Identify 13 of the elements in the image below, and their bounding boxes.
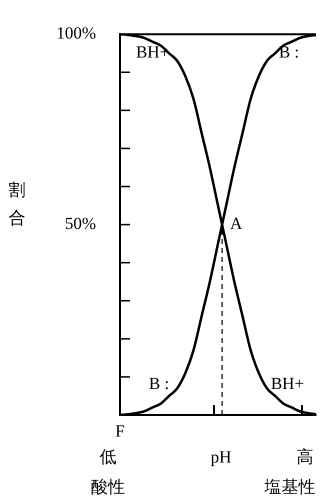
- y-tick-label: 100%: [56, 24, 96, 43]
- y-tick-label: 50%: [64, 214, 96, 234]
- text: F: [115, 421, 125, 440]
- x-axis-title: pH: [210, 447, 232, 466]
- text: 高: [296, 447, 314, 466]
- series-label: BH+: [270, 374, 304, 394]
- text: 酸性: [91, 477, 125, 496]
- text: 低: [100, 447, 116, 466]
- text: BH+: [136, 42, 170, 62]
- text: B :: [148, 374, 170, 394]
- y-axis-title: 割合: [8, 180, 26, 228]
- annotation: A: [230, 214, 243, 234]
- text: 塩基性: [264, 477, 316, 496]
